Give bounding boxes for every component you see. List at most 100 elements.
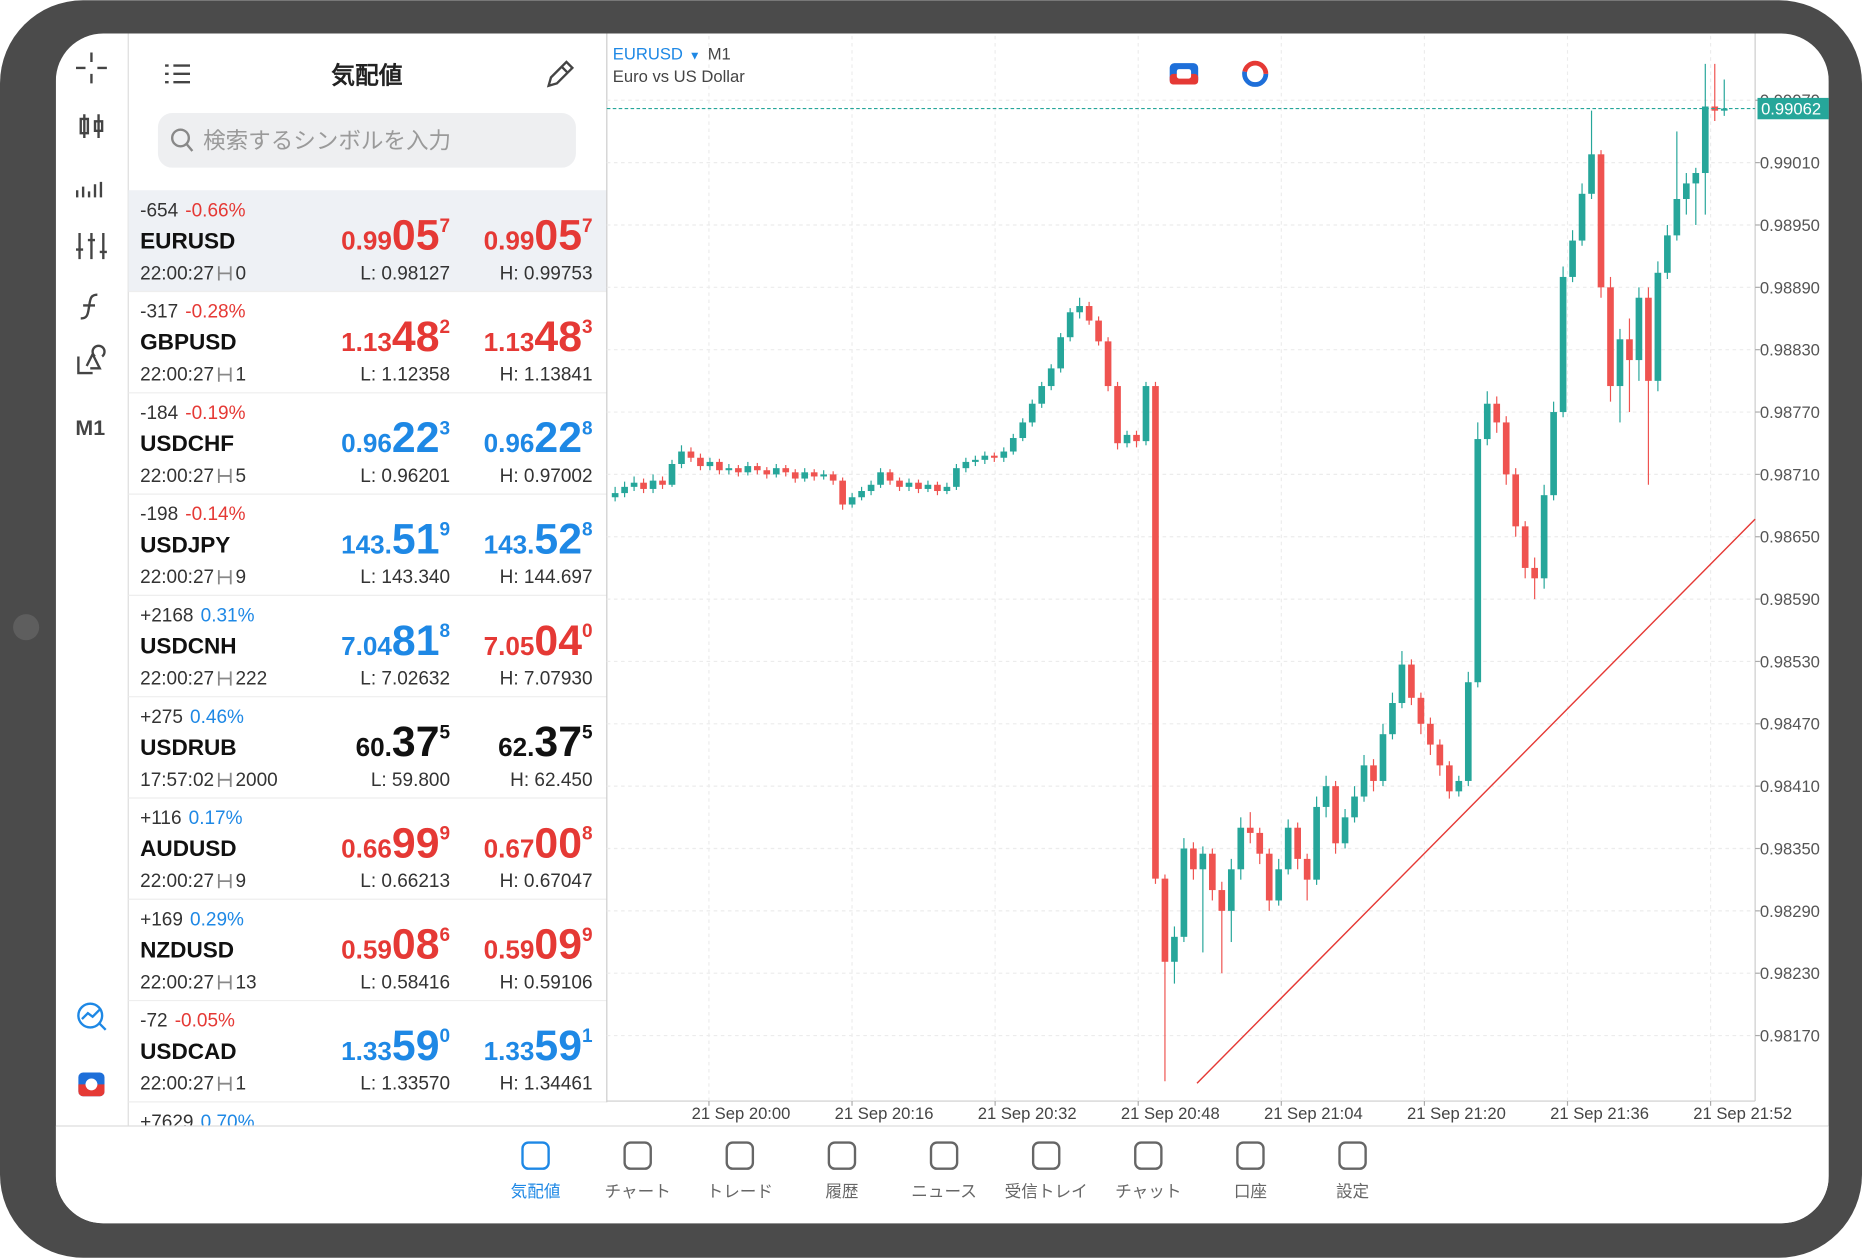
tab[interactable]: 受信トレイ	[1005, 1141, 1088, 1202]
time: 22:00:27	[140, 871, 214, 892]
candle-body	[1218, 890, 1226, 911]
quote-row[interactable]: +7629 0.70%	[128, 1112, 607, 1203]
candle-body	[1370, 765, 1377, 781]
candle-body	[1502, 422, 1510, 475]
quote-row[interactable]: +2168 0.31% USDCNH 22:00:27 222 7.04818 L: 7.0…	[128, 606, 607, 698]
candle-body	[1455, 780, 1463, 792]
tab[interactable]: 気配値	[511, 1141, 561, 1202]
price-pips: 04	[534, 617, 582, 665]
tab[interactable]: トレード	[707, 1141, 773, 1202]
candle-body	[1493, 403, 1501, 423]
change: +7629 0.70%	[140, 1112, 254, 1133]
y-tick-label: 0.98590	[1760, 590, 1820, 609]
tab-label[interactable]: ニュース	[911, 1182, 977, 1201]
tab-icon[interactable]	[1236, 1141, 1265, 1170]
tab[interactable]: チャート	[605, 1141, 671, 1202]
time: 22:00:27	[140, 466, 214, 487]
quotes-panel: 気配値 検索するシンボルを入力 -654 -0.66% EURUSD 22:00:27…	[128, 60, 607, 1203]
candle-body	[981, 455, 989, 460]
tab-label[interactable]: 受信トレイ	[1005, 1182, 1088, 1201]
spread-icon	[217, 1076, 232, 1091]
tab-icon[interactable]	[521, 1141, 550, 1170]
price-prefix: 60.	[356, 732, 392, 762]
tab-label[interactable]: チャット	[1115, 1182, 1181, 1201]
spread-icon	[217, 873, 232, 889]
function-icon[interactable]	[80, 293, 98, 320]
tab-label[interactable]: 口座	[1234, 1182, 1267, 1201]
candle-body	[1066, 312, 1074, 338]
objects-icon[interactable]	[77, 344, 106, 375]
quote-time: 22:00:27	[140, 567, 214, 588]
tab-label[interactable]: 設定	[1336, 1182, 1369, 1201]
candle-body	[1152, 386, 1159, 879]
tab-label[interactable]: トレード	[707, 1182, 773, 1201]
trend-line[interactable]	[1196, 518, 1756, 1084]
tab-label[interactable]: チャート	[605, 1182, 671, 1201]
candle-body	[1265, 853, 1273, 901]
candles-icon[interactable]	[79, 114, 104, 138]
tab[interactable]: ニュース	[911, 1141, 977, 1202]
crosshair-icon[interactable]	[76, 52, 107, 84]
change-percent: 0.46%	[190, 707, 244, 728]
bars-icon[interactable]	[76, 181, 103, 198]
trade-chart-icon[interactable]	[77, 1002, 107, 1031]
tab-icon[interactable]	[623, 1141, 652, 1170]
tab-icon[interactable]	[1134, 1141, 1163, 1170]
price-point: 9	[439, 520, 450, 541]
price-point: 7	[439, 216, 450, 237]
tab-label[interactable]: 履歴	[825, 1182, 858, 1201]
candle-body	[1408, 664, 1415, 698]
chart-symbol[interactable]: EURUSD	[613, 45, 683, 64]
symbol: AUDUSD	[140, 836, 236, 861]
candle-body	[943, 486, 951, 492]
search-placeholder: 検索するシンボルを入力	[203, 129, 451, 154]
tab[interactable]: 履歴	[825, 1141, 859, 1202]
chart-symbol-label[interactable]: EURUSD ▼ M1	[613, 45, 731, 64]
low: L: 0.98127	[360, 263, 450, 284]
spread-icon	[217, 772, 232, 787]
panel-title: 気配値	[331, 61, 403, 89]
y-tick-label: 0.98830	[1760, 341, 1820, 360]
tab-icon[interactable]	[725, 1141, 755, 1170]
low: L: 143.340	[360, 567, 450, 588]
time: 22:00:27	[140, 263, 214, 284]
candle-body	[1683, 183, 1690, 199]
ask-price: 143.528	[484, 515, 593, 563]
price-point: 7	[582, 216, 593, 237]
candle-body	[678, 451, 685, 464]
tab-icon[interactable]	[1338, 1141, 1367, 1170]
x-tick-label: 21 Sep 21:20	[1407, 1104, 1506, 1123]
candle-body	[1294, 827, 1301, 859]
spread: 222	[235, 668, 267, 689]
candle-body	[735, 468, 742, 473]
home-button[interactable]	[13, 614, 40, 641]
edit-icon[interactable]	[546, 60, 575, 88]
change-percent: 0.17%	[189, 808, 243, 829]
search-box[interactable]	[157, 113, 576, 168]
tab[interactable]: チャット	[1115, 1141, 1181, 1202]
candle-body	[1626, 339, 1633, 361]
high: H: 1.13841	[500, 365, 593, 386]
low: L: 0.66213	[360, 871, 450, 892]
tab-icon[interactable]	[827, 1141, 857, 1170]
tab[interactable]: 設定	[1336, 1141, 1369, 1202]
tab-icon[interactable]	[929, 1141, 959, 1170]
list-icon[interactable]	[165, 64, 190, 84]
timeframe-button[interactable]: M1	[75, 416, 105, 440]
indicators-icon[interactable]	[76, 232, 107, 260]
candle-body	[1446, 765, 1453, 792]
tab[interactable]: 口座	[1234, 1141, 1267, 1202]
tab-icon[interactable]	[1031, 1141, 1061, 1170]
tab-label[interactable]: 気配値	[511, 1182, 561, 1201]
candle-body	[801, 472, 809, 479]
change-points: +275	[140, 707, 183, 728]
candle-body	[1123, 434, 1131, 444]
